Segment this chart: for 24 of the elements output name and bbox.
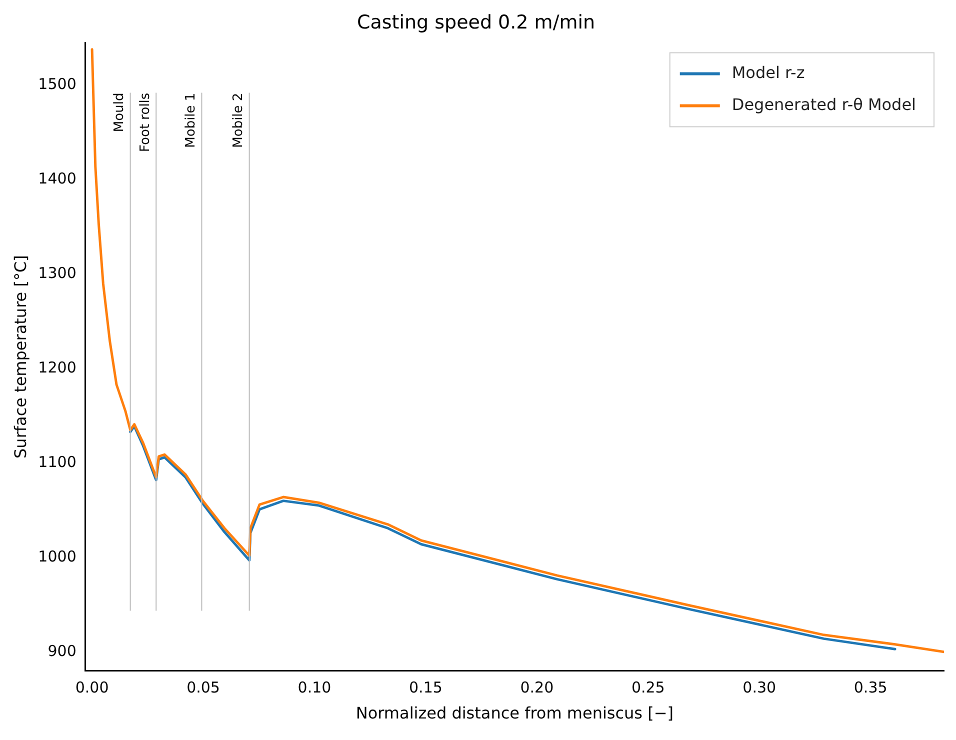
ref-line-label: Mobile 2 — [231, 92, 246, 148]
x-tick-label: 0.05 — [186, 678, 220, 697]
x-tick-label: 0.30 — [742, 678, 776, 697]
y-tick-label: 900 — [48, 642, 76, 660]
ref-line-label: Mobile 1 — [184, 92, 199, 148]
y-tick-label: 1100 — [38, 452, 76, 471]
x-tick-label: 0.35 — [854, 678, 888, 697]
y-tick-label: 1500 — [38, 75, 76, 94]
y-tick-label: 1000 — [38, 547, 76, 566]
y-axis-title: Surface temperature [°C] — [10, 255, 30, 458]
legend-label: Model r-z — [732, 62, 805, 82]
x-tick-label: 0.10 — [298, 678, 332, 697]
ref-line-label: Foot rolls — [138, 92, 153, 152]
x-axis-title: Normalized distance from meniscus [−] — [356, 704, 674, 723]
y-tick-label: 1200 — [38, 358, 76, 376]
x-tick-label: 0.15 — [409, 678, 442, 697]
legend-label: Degenerated r-θ Model — [732, 94, 916, 114]
x-tick-label: 0.25 — [631, 678, 665, 697]
ref-line-label: Mould — [112, 92, 128, 132]
chart-title: Casting speed 0.2 m/min — [356, 11, 596, 34]
x-tick-label: 0.20 — [520, 678, 554, 697]
x-tick-label: 0.00 — [75, 678, 109, 697]
y-tick-label: 1300 — [38, 264, 76, 282]
y-tick-label: 1400 — [38, 170, 76, 188]
